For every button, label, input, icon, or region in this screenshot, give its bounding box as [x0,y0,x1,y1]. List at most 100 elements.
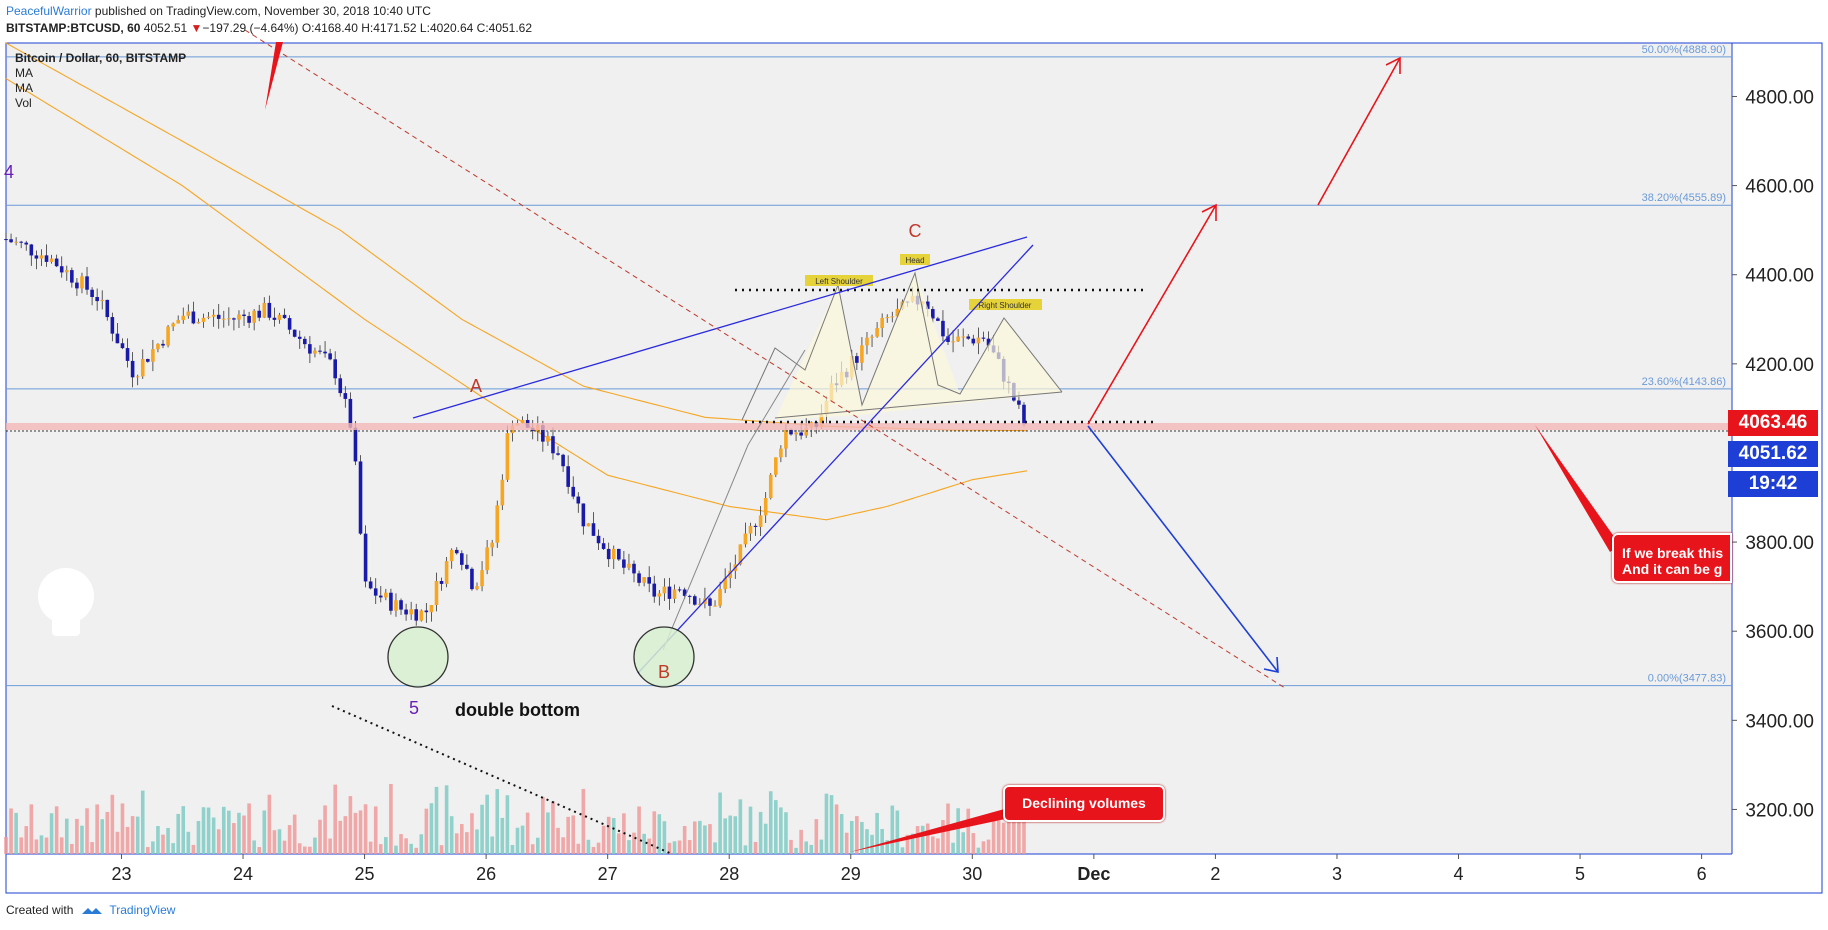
candle-body [444,561,449,584]
volume-bar [394,845,398,854]
candle-body [667,586,672,599]
candle-body [247,316,251,323]
volume-bar [4,837,8,854]
candle-body [682,589,687,596]
candle-body [789,429,793,435]
y-tick-label-2: 4400.00 [1745,266,1814,287]
candle-body [181,315,186,321]
volume-bar [515,827,520,854]
tradingview-link[interactable]: TradingView [109,903,176,917]
candle-body [986,338,991,346]
break-callout: If we break this And it can be g [1612,533,1732,583]
candle-body [591,523,596,536]
volume-bar [753,841,758,854]
candle-body [146,359,150,362]
y-tick-label-3: 4200.00 [1745,355,1814,376]
volume-bar [353,812,358,854]
volume-bar [667,842,672,854]
volume-bar [44,837,49,854]
candle-body [495,505,500,543]
bearish-arrow [1087,425,1279,674]
candle-body [318,350,322,352]
candle-body [39,255,44,259]
candle-body [80,276,84,289]
candle-body [44,255,49,262]
volume-bar [439,845,444,854]
candle-body [262,302,267,318]
volume-bar [941,820,945,854]
candle-body [657,593,662,597]
break-callout-line-1: If we break this [1622,545,1724,561]
x-tick-label-6: 29 [841,864,861,884]
volume-bar [596,842,601,854]
legend-ma-2[interactable]: MA [15,81,33,95]
volume-bar [617,833,621,854]
volume-bar [849,820,854,854]
volume-bar [34,839,39,854]
x-tick-label-10: 3 [1332,864,1342,884]
volume-bar [566,816,570,854]
y-tick-label-8: 3200.00 [1745,800,1814,821]
candle-body [687,595,692,597]
candle-body [338,378,343,394]
candle-body [242,314,246,317]
candle-body [90,289,94,298]
volume-bar [789,839,793,854]
published-text: published on TradingView.com, November 3… [91,4,431,18]
volume-bar [105,811,110,854]
candle-body [292,329,297,337]
pattern-zigzag [662,349,806,651]
volume-bar [677,840,682,854]
volume-bar [546,812,550,854]
candle-body [520,419,525,424]
volume-bar [890,805,895,854]
diagonal-resistance [244,29,1286,689]
author-name[interactable]: PeacefulWarrior [6,4,92,18]
volume-bar [986,839,991,854]
candle-body [237,314,241,320]
candle-body [931,309,935,319]
volume-bar [703,825,707,854]
volume-bar [363,804,368,854]
volume-bar [257,847,262,854]
volume-bar [723,818,727,854]
volume-bar [338,820,343,854]
volume-bar [779,807,783,854]
volume-bar [708,824,712,854]
volume-bar [287,825,292,854]
volume-bar [14,812,18,854]
svg-text:Left Shoulder: Left Shoulder [815,277,863,286]
volume-bar [171,843,175,854]
volume-bar [39,835,44,854]
legend-ma-1[interactable]: MA [15,66,33,80]
volume-bar [728,815,733,854]
volume-bar [490,836,494,854]
volume-bar [272,830,277,854]
volume-bar [865,829,869,854]
candle-body [449,549,454,562]
candle-body [29,244,34,256]
candle-body [763,498,768,516]
candle-body [611,548,616,560]
candle-body [460,553,464,565]
volume-bar [794,847,798,854]
label-4: 4 [4,162,14,182]
legend-volume[interactable]: Vol [15,96,32,110]
candle-body [156,343,160,350]
volume-bar [743,845,748,854]
candle-body [424,610,429,613]
volume-callout-pointer [850,808,1010,852]
fib-label-3: 0.00%(3477.83) [1648,673,1726,685]
volume-bar [718,792,722,854]
volume-bar [758,811,763,854]
volume-bar [936,838,940,854]
volume-bar [161,834,165,854]
candle-body [59,266,64,273]
volume-bar [110,794,115,854]
label-C: C [909,221,922,241]
candlesticks [4,232,1026,626]
volume-bar [282,840,287,854]
volume-bar [191,844,196,854]
volume-bar [996,820,1001,854]
